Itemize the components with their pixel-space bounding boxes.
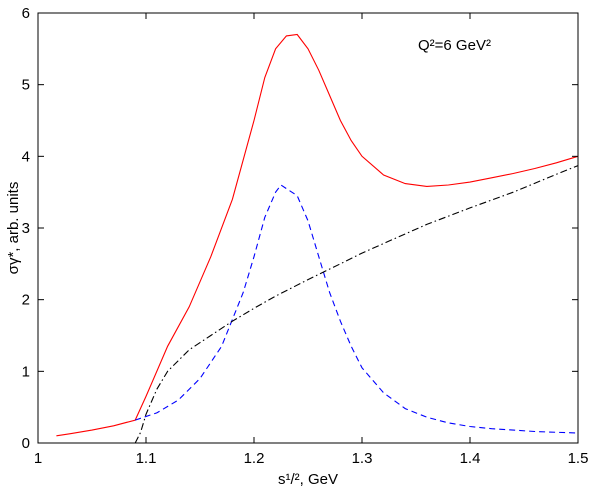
series-line-1: [56, 33, 579, 437]
y-tick-label: 0: [22, 435, 30, 452]
x-tick-label: 1.3: [352, 450, 373, 467]
x-tick-label: 1.5: [568, 450, 589, 467]
y-axis-label: σγ*, arb. units: [5, 182, 22, 275]
series-line-2: [135, 184, 579, 434]
y-tick-label: 5: [22, 77, 30, 94]
x-tick-label: 1.2: [244, 450, 265, 467]
y-tick-label: 3: [22, 220, 30, 237]
plot-area: [37, 12, 579, 444]
series-layer: [56, 33, 579, 444]
y-tick-label: 6: [22, 5, 30, 22]
y-tick-label: 1: [22, 363, 30, 380]
x-tick-label: 1.1: [136, 450, 157, 467]
series-line-3: [134, 165, 579, 444]
x-tick-label: 1: [34, 450, 42, 467]
annotation-label: Q²=6 GeV²: [418, 37, 491, 54]
x-tick-label: 1.4: [460, 450, 481, 467]
y-tick-label: 4: [22, 148, 30, 165]
x-axis-label: s¹/², GeV: [278, 471, 338, 488]
y-tick-label: 2: [22, 292, 30, 309]
